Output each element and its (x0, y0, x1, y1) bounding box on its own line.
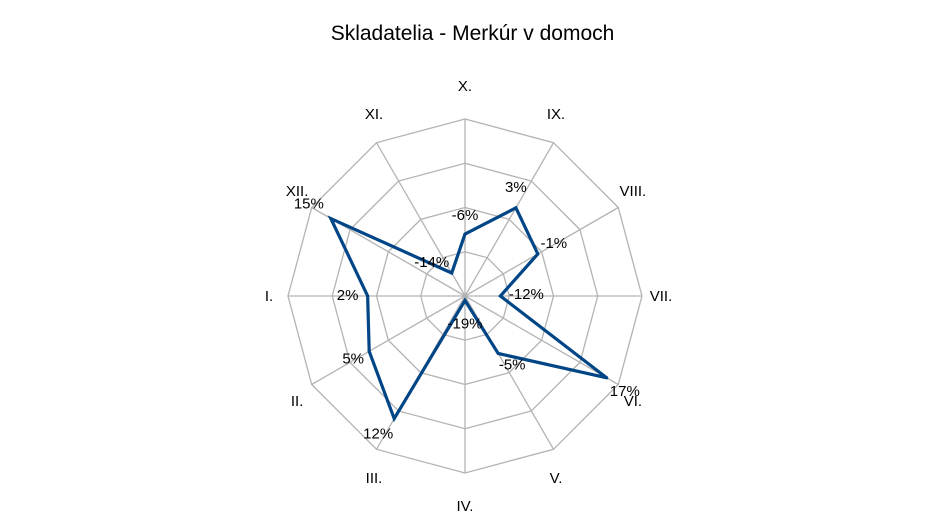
data-point (392, 417, 396, 421)
grid-spoke (464, 142, 555, 297)
grid-spoke (464, 206, 619, 297)
data-point (498, 294, 502, 298)
data-label: -6% (452, 207, 479, 224)
data-label: 2% (337, 287, 359, 304)
data-label: 15% (294, 196, 324, 213)
category-label: V. (550, 470, 563, 487)
data-point (463, 298, 467, 302)
data-point (329, 217, 333, 221)
chart-title: Skladatelia - Merkúr v domoch (330, 22, 615, 45)
data-label: -5% (499, 356, 526, 373)
category-label: VIII. (620, 183, 647, 200)
data-label: -14% (414, 254, 449, 271)
data-point (463, 232, 467, 236)
category-label: X. (458, 78, 472, 95)
data-point (450, 271, 454, 275)
data-label: 17% (610, 383, 640, 400)
data-point (605, 376, 609, 380)
category-label: I. (265, 288, 273, 305)
category-label: III. (366, 470, 383, 487)
data-point (536, 252, 540, 256)
category-label: IX. (547, 106, 565, 123)
category-label: II. (291, 393, 304, 410)
data-label: 5% (342, 350, 364, 367)
data-point (367, 349, 371, 353)
data-point (514, 206, 518, 210)
category-label: VI. (624, 393, 642, 410)
grid-spoke (375, 142, 466, 297)
category-label: VII. (650, 288, 673, 305)
category-label: XII. (286, 183, 309, 200)
data-label: -12% (509, 286, 544, 303)
data-label: -19% (447, 315, 482, 332)
data-point (496, 351, 500, 355)
data-label: -1% (540, 235, 567, 252)
category-label: IV. (457, 498, 474, 515)
grid-spoke (464, 295, 619, 386)
grid-spoke (311, 295, 466, 386)
category-label: XI. (365, 106, 383, 123)
data-point (366, 294, 370, 298)
data-label: 3% (505, 179, 527, 196)
data-label: 12% (363, 426, 393, 443)
